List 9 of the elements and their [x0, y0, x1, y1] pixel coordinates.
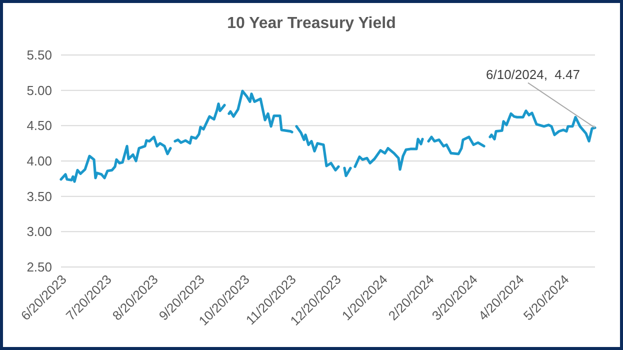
- y-tick-label: 2.50: [26, 260, 52, 275]
- chart-title: 10 Year Treasury Yield: [227, 15, 396, 32]
- y-tick-label: 4.00: [26, 154, 52, 169]
- y-tick-label: 5.50: [26, 48, 52, 63]
- y-tick-label: 5.00: [26, 82, 52, 98]
- y-tick-label: 4.50: [26, 118, 52, 134]
- y-tick-label: 3.00: [26, 224, 52, 240]
- y-tick-label: 3.50: [26, 188, 52, 204]
- annotation: 6/10/2024, 4.47: [486, 66, 580, 82]
